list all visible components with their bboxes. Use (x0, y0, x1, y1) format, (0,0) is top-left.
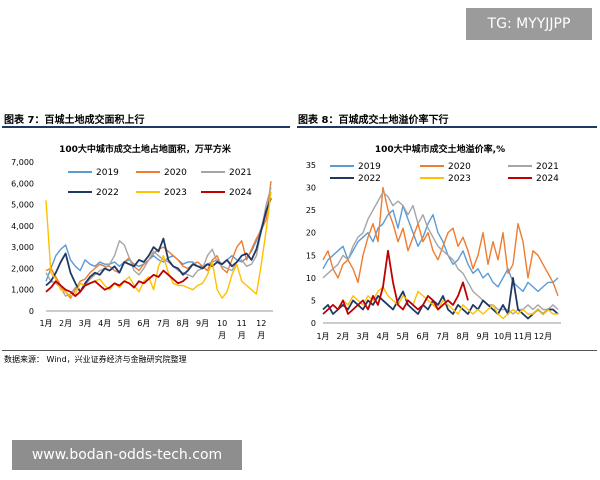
figure-right-top-rule (297, 126, 597, 128)
series-line-2024 (45, 269, 189, 298)
x-tick-label-unit: 月 (238, 331, 246, 340)
legend-label-2021: 2021 (229, 168, 252, 178)
x-tick-label: 8月 (176, 319, 189, 328)
x-tick-label: 3月 (79, 319, 92, 328)
y-tick-label: 2,000 (11, 264, 34, 273)
legend-label-2021: 2021 (536, 162, 559, 172)
y-tick-label: 0 (311, 319, 316, 328)
legend-label-2022: 2022 (96, 188, 119, 198)
legend-label-2023: 2023 (164, 188, 187, 198)
series-line-2021 (45, 187, 272, 297)
y-tick-label: 15 (306, 251, 316, 260)
y-tick-label: 7,000 (11, 158, 34, 167)
x-tick-label: 2月 (59, 319, 72, 328)
y-tick-label: 25 (306, 206, 316, 215)
x-tick-label: 10月 (494, 332, 512, 341)
y-tick-label: 5 (311, 296, 316, 305)
x-tick-label: 10 (217, 319, 227, 328)
x-tick-label: 8月 (456, 332, 469, 341)
legend-label-2020: 2020 (164, 168, 187, 178)
x-tick-label: 11月 (514, 332, 532, 341)
x-tick-label-unit: 月 (257, 331, 265, 340)
x-tick-label: 6月 (416, 332, 429, 341)
series-line-2022 (322, 276, 559, 320)
legend-label-2019: 2019 (358, 162, 381, 172)
figure-left-top-rule (2, 126, 290, 128)
legend-label-2020: 2020 (448, 162, 471, 172)
legend-label-2022: 2022 (358, 174, 381, 184)
chart-title: 100大中城市成交土地溢价率,% (375, 143, 505, 155)
x-tick-label: 5月 (396, 332, 409, 341)
x-tick-label: 2月 (336, 332, 349, 341)
source-note: 数据来源： Wind，兴业证券经济与金融研究院整理 (4, 355, 187, 364)
x-tick-label: 12月 (534, 332, 552, 341)
y-tick-label: 30 (306, 184, 316, 193)
series-line-2023 (45, 191, 272, 299)
legend-label-2023: 2023 (448, 174, 471, 184)
y-tick-label: 5,000 (11, 201, 34, 210)
watermark-top: TG: MYYJJPP (466, 8, 592, 40)
series-line-2020 (45, 181, 272, 299)
y-tick-label: 4,000 (11, 222, 34, 231)
x-tick-label: 7月 (436, 332, 449, 341)
x-tick-label: 6月 (137, 319, 150, 328)
x-tick-label: 12 (256, 319, 266, 328)
x-tick-label: 4月 (98, 319, 111, 328)
series-line-2023 (322, 286, 558, 320)
x-tick-label-unit: 月 (218, 331, 226, 340)
y-tick-label: 20 (306, 229, 316, 238)
x-tick-label: 1月 (316, 332, 329, 341)
series-line-2019 (322, 204, 559, 293)
x-tick-label: 11 (237, 319, 247, 328)
y-tick-label: 3,000 (11, 243, 34, 252)
legend-label-2019: 2019 (96, 168, 119, 178)
figure-bottom-rule (2, 350, 597, 351)
y-tick-label: 1,000 (11, 286, 34, 295)
x-tick-label: 9月 (196, 319, 209, 328)
x-tick-label: 3月 (356, 332, 369, 341)
y-tick-label: 0 (29, 307, 34, 316)
x-tick-label: 5月 (118, 319, 131, 328)
figure-left-label: 图表 7：百城土地成交面积上行 (4, 115, 145, 126)
x-tick-label: 9月 (476, 332, 489, 341)
y-tick-label: 10 (306, 274, 316, 283)
x-tick-label: 4月 (376, 332, 389, 341)
series-line-2024 (322, 249, 469, 315)
figure-right-label: 图表 8：百城成交土地溢价率下行 (298, 115, 449, 126)
series-line-2020 (322, 186, 559, 297)
x-tick-label: 1月 (39, 319, 52, 328)
watermark-bottom: www.bodan-odds-tech.com (12, 440, 242, 470)
series-line-2022 (45, 197, 272, 293)
chart-title: 100大中城市成交土地占地面积，万平方米 (59, 143, 232, 155)
legend-label-2024: 2024 (229, 188, 252, 198)
x-tick-label: 7月 (157, 319, 170, 328)
legend-label-2024: 2024 (536, 174, 559, 184)
y-tick-label: 6,000 (11, 179, 34, 188)
y-tick-label: 35 (306, 161, 316, 170)
